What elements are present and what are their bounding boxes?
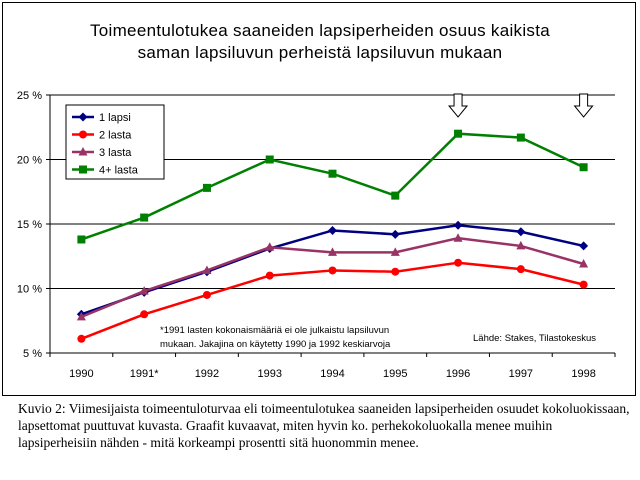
legend-marker xyxy=(78,112,88,122)
legend-label: 3 lasta xyxy=(99,147,132,159)
data-point xyxy=(579,163,588,172)
legend-item: 4+ lasta xyxy=(72,165,139,177)
legend-marker xyxy=(79,165,87,174)
data-point xyxy=(328,169,337,178)
series-3-lasta xyxy=(76,233,589,321)
data-point xyxy=(516,240,526,250)
x-tick-label: 1993 xyxy=(257,368,281,380)
x-tick-label: 1990 xyxy=(69,368,93,380)
y-tick-labels: 5 % 10 % 15 % 20 % 25 % xyxy=(17,90,42,360)
data-point xyxy=(328,247,337,256)
data-point xyxy=(202,290,211,299)
data-point xyxy=(391,267,400,276)
source-note: Lähde: Stakes, Tilastokeskus xyxy=(473,333,596,344)
data-point xyxy=(454,129,463,138)
series-2-lasta xyxy=(77,258,588,343)
footnote-line-1: *1991 lasten kokonaismääriä ei ole julka… xyxy=(160,325,389,336)
data-point xyxy=(77,235,86,244)
data-point xyxy=(77,334,86,343)
x-tick-label: 1992 xyxy=(195,368,219,380)
data-point xyxy=(140,213,149,222)
legend-item: 2 lasta xyxy=(72,130,132,142)
series-lines xyxy=(76,129,589,343)
x-tick-label: 1995 xyxy=(383,368,407,380)
chart-title: Toimeentulotukea saaneiden lapsiperheide… xyxy=(0,20,640,64)
legend-marker xyxy=(78,147,88,156)
data-point xyxy=(328,266,337,275)
y-tick-label: 25 % xyxy=(17,90,42,102)
legend: 1 lapsi 2 lasta 3 lasta 4+ lasta xyxy=(65,104,165,180)
axes xyxy=(46,94,616,357)
data-point xyxy=(579,280,588,289)
data-point xyxy=(390,247,400,256)
highlight-arrows xyxy=(448,93,594,118)
data-point xyxy=(265,271,274,280)
data-point xyxy=(390,229,400,239)
chart-title-line-1: Toimeentulotukea saaneiden lapsiperheide… xyxy=(89,21,551,40)
data-point xyxy=(579,241,589,251)
data-point xyxy=(516,227,526,237)
line-chart: 5 %10 %15 %20 %25 % 1990 1991* 1992 1993 199… xyxy=(17,90,616,380)
data-point xyxy=(76,311,86,321)
y-tick-label: 10 % xyxy=(17,284,42,296)
legend-marker xyxy=(79,130,87,139)
data-point xyxy=(453,233,463,242)
series-4-lasta xyxy=(77,129,588,244)
down-arrow-icon xyxy=(573,93,594,118)
y-tick-label: 15 % xyxy=(17,219,42,231)
data-point xyxy=(265,155,274,164)
data-point xyxy=(453,220,463,230)
data-point xyxy=(202,265,212,274)
data-point xyxy=(328,225,337,235)
x-tick-label: 1994 xyxy=(320,368,344,380)
x-tick-label: 1997 xyxy=(509,368,533,380)
data-point xyxy=(140,310,149,319)
data-point xyxy=(139,286,149,295)
data-point xyxy=(202,183,211,192)
chart-frame xyxy=(2,2,636,396)
x-tick-labels: 1990 1991* 1992 1993 1994 1995 1996 1997 1998 xyxy=(69,368,596,380)
data-point xyxy=(454,258,463,267)
legend-label: 4+ lasta xyxy=(99,165,139,177)
data-point xyxy=(516,265,525,274)
data-point xyxy=(579,258,589,268)
legend-item: 3 lasta xyxy=(72,147,132,159)
x-tick-label: 1998 xyxy=(571,368,595,380)
y-tick-label: 20 % xyxy=(17,155,42,167)
legend-label: 2 lasta xyxy=(99,130,132,142)
legend-label: 1 lapsi xyxy=(99,112,131,124)
footnote-line-2: mukaan. Jakajina on käytetty 1990 ja 199… xyxy=(160,339,391,350)
chart-notes: *1991 lasten kokonaismääriä ei ole julka… xyxy=(160,325,596,350)
chart-title-line-2: saman lapsiluvun perheistä lapsiluvun mu… xyxy=(137,43,503,62)
data-point xyxy=(391,191,400,200)
legend-item: 1 lapsi xyxy=(72,112,131,124)
figure-caption: Kuvio 2: Viimesijaista toimeentuloturvaa… xyxy=(18,401,630,450)
down-arrow-icon xyxy=(448,93,469,118)
data-point xyxy=(265,242,275,251)
x-tick-label: 1996 xyxy=(446,368,470,380)
x-tick-label: 1991* xyxy=(130,368,159,380)
y-tick-label: 5 % xyxy=(23,348,42,360)
data-point xyxy=(516,133,525,142)
